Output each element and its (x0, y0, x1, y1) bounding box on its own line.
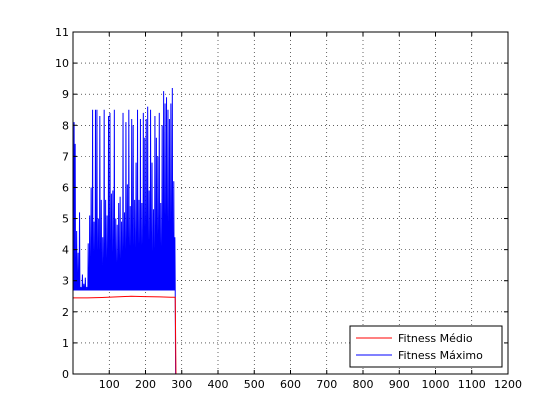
series-line-fitness-maximo (73, 87, 508, 375)
x-tick-label: 400 (208, 378, 229, 391)
y-tick-label: 8 (62, 119, 69, 132)
tick-marks (73, 31, 509, 375)
legend-box (349, 325, 503, 368)
y-tick-label: 3 (62, 275, 69, 288)
x-tick-label: 700 (316, 378, 337, 391)
y-tick-label: 7 (62, 150, 69, 163)
x-tick-label: 100 (99, 378, 120, 391)
x-tick-label: 800 (353, 378, 374, 391)
y-tick-label: 10 (55, 57, 69, 70)
y-tick-label: 4 (62, 244, 69, 257)
plot-area (73, 32, 508, 374)
x-tick-label: 500 (244, 378, 265, 391)
x-tick-label: 200 (135, 378, 156, 391)
y-tick-label: 6 (62, 181, 69, 194)
x-tick-label: 1000 (422, 378, 450, 391)
y-tick-label: 9 (62, 88, 69, 101)
x-tick-label: 300 (171, 378, 192, 391)
y-tick-label: 5 (62, 213, 69, 226)
plot-background (73, 32, 508, 374)
x-tick-label: 900 (389, 378, 410, 391)
y-tick-label: 2 (62, 306, 69, 319)
y-tick-label: 1 (62, 337, 69, 350)
legend-label-maximo: Fitness Máximo (398, 349, 483, 362)
tick-labels: 100 200 300 400 500 600 700 800 900 1000 1100 1200 0… (55, 26, 522, 391)
x-tick-label: 600 (280, 378, 301, 391)
x-tick-label: 1200 (494, 378, 522, 391)
legend: Fitness Médio Fitness Máximo (349, 325, 503, 368)
x-tick-label: 1100 (458, 378, 486, 391)
y-tick-label: 0 (62, 368, 69, 381)
y-tick-label: 11 (55, 26, 69, 39)
legend-label-medio: Fitness Médio (398, 332, 473, 345)
